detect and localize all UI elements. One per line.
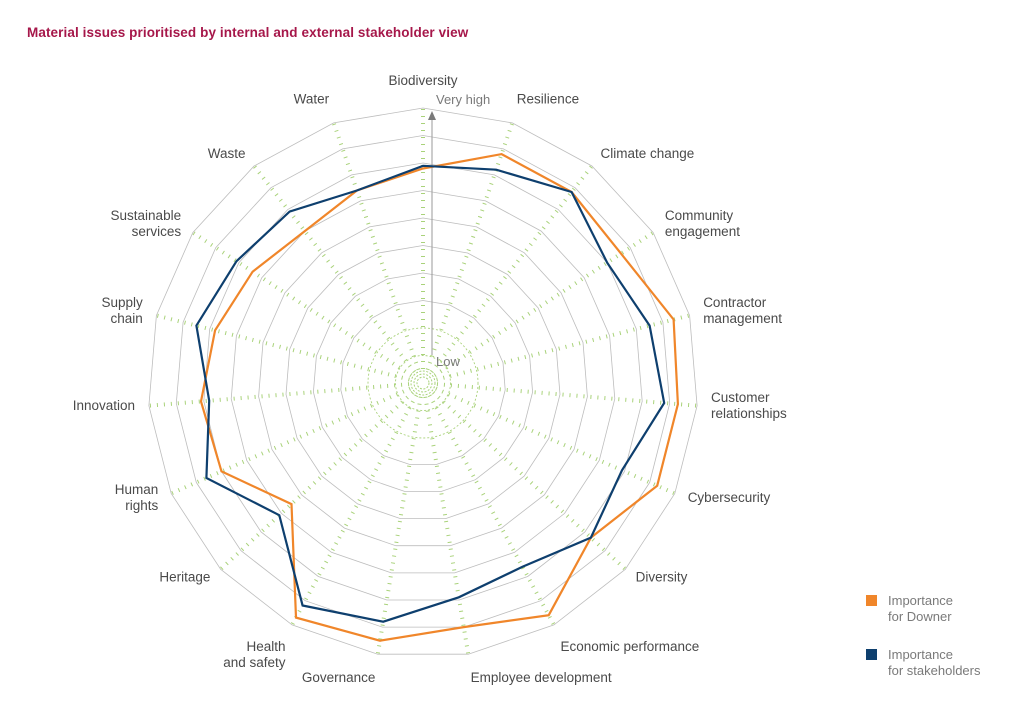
center-ring: [413, 373, 433, 393]
grid-ring: [285, 245, 561, 519]
axis-label: Community engagement: [665, 208, 740, 239]
axis-line: [427, 394, 557, 628]
axis-lines: [146, 106, 700, 657]
axis-label: Human rights: [115, 482, 159, 513]
scale-min-label: Low: [436, 354, 460, 369]
axis-line: [425, 120, 515, 371]
legend-label-line2: for Downer: [888, 609, 952, 624]
axis-label: Contractor management: [703, 295, 782, 326]
grid-rings: [148, 107, 698, 655]
center-ring: [410, 370, 436, 396]
center-ring: [416, 376, 430, 390]
grid-ring: [312, 272, 534, 492]
grid-ring: [258, 217, 588, 547]
legend-label-line1: Importance: [888, 593, 954, 608]
axis-label: Biodiversity: [388, 73, 457, 88]
series-lines: [195, 152, 680, 642]
grid-ring-inner: [367, 327, 479, 439]
axis-label: Climate change: [601, 146, 695, 161]
grid-ring: [203, 162, 643, 601]
grid-ring: [148, 107, 698, 655]
axis-label: Supply chain: [102, 295, 144, 326]
axis-label: Waste: [208, 146, 246, 161]
axis-label: Customer relationships: [711, 390, 787, 421]
arrow-up-icon: [428, 111, 436, 120]
axis-label: Resilience: [517, 92, 579, 107]
scale-max-label: Very high: [436, 92, 490, 107]
axis-line: [423, 396, 471, 657]
axis-labels: Biodiversity Resilience Climate change Comm…: [73, 73, 787, 685]
axis-label: Heritage: [159, 570, 210, 585]
axis-label: Sustainable services: [111, 208, 182, 239]
grid-ring-inner: [395, 355, 451, 411]
axis-label: Innovation: [73, 398, 135, 413]
legend-swatch-downer: [866, 595, 877, 606]
axis-label: Water: [294, 92, 330, 107]
axis-line: [289, 394, 419, 628]
legend-label-line1: Importance: [888, 647, 954, 662]
axis-line: [430, 163, 595, 374]
grid-ring: [340, 300, 506, 465]
chart-title: Material issues prioritised by internal …: [27, 25, 469, 40]
series-line-stakeholders: [195, 164, 666, 623]
axis-label: Employee development: [471, 670, 612, 685]
axis-label: Governance: [302, 670, 376, 685]
axis-label: Cybersecurity: [688, 490, 771, 505]
axis-line: [331, 120, 421, 371]
scale-arrow: Very high Low: [428, 92, 490, 369]
series-line-downer: [199, 152, 680, 642]
legend-swatch-stakeholders: [866, 649, 877, 660]
axis-line: [251, 163, 416, 374]
axis-label: Economic performance: [561, 639, 700, 654]
legend-label-line2: for stakeholders: [888, 663, 981, 678]
axis-label: Health and safety: [223, 639, 286, 670]
axis-label: Diversity: [636, 570, 688, 585]
axis-line: [153, 313, 410, 382]
axis-line: [217, 391, 415, 573]
grid-ring: [230, 190, 616, 574]
grid-ring: [175, 135, 671, 628]
axis-line: [431, 391, 629, 573]
